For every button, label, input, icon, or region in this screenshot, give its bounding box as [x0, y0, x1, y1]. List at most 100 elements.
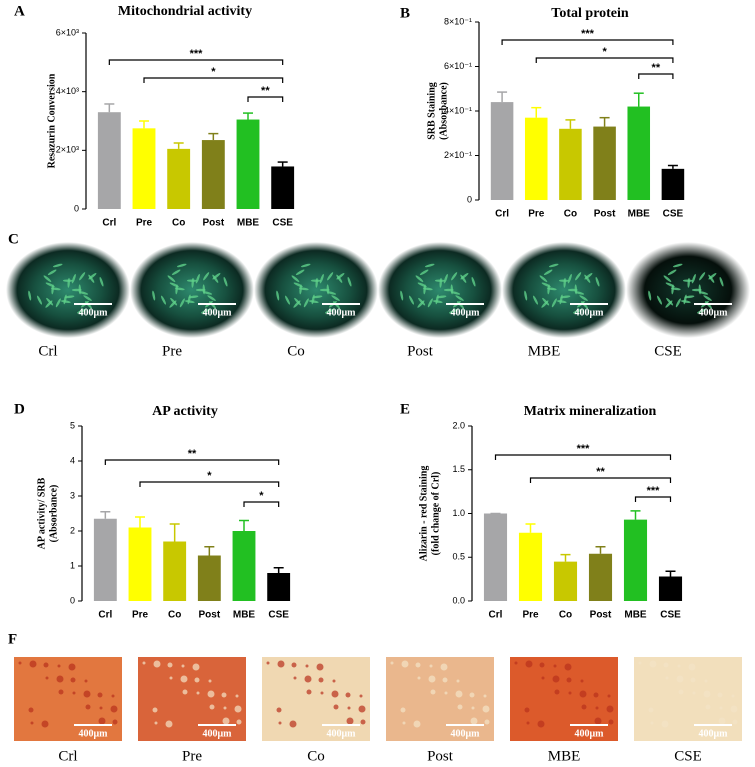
cell [572, 308, 583, 314]
stain-spot [360, 719, 366, 725]
stain-spot [276, 707, 282, 713]
scale-label: 400μm [451, 307, 481, 318]
cell [427, 298, 433, 308]
stain-spot [732, 719, 738, 725]
significance-label: ** [596, 466, 605, 478]
stain-spot [415, 662, 421, 668]
cell [415, 275, 424, 283]
cell [324, 308, 335, 314]
cell [37, 295, 43, 305]
stain-spot [333, 704, 339, 710]
stain-spot [152, 707, 158, 713]
cell [62, 279, 73, 282]
y-tick-label: 0 [74, 203, 79, 213]
stain-spot [593, 692, 599, 698]
bar [658, 576, 683, 601]
stain-spot [718, 717, 726, 725]
cell [202, 284, 206, 295]
bar [593, 126, 616, 200]
bar [588, 553, 613, 601]
x-tick-label: Crl [102, 218, 116, 229]
y-tick-label: 1 [70, 560, 75, 570]
cell [657, 295, 663, 305]
stain-spot [676, 675, 684, 683]
stain-spot [332, 679, 336, 683]
cell [684, 295, 695, 299]
cell [308, 300, 319, 304]
micrograph [626, 242, 750, 338]
cell [336, 274, 343, 283]
stain-spot [564, 663, 572, 671]
stain-spot [112, 719, 118, 725]
cell [207, 295, 216, 301]
cell [303, 298, 309, 308]
stain-spot [444, 691, 448, 695]
cell [55, 298, 61, 308]
stain-spot [192, 663, 200, 671]
stain-spot [304, 675, 312, 683]
stain-spot [402, 721, 406, 725]
x-tick-label: MBE [624, 610, 647, 621]
cell [319, 273, 324, 284]
cell [558, 279, 569, 282]
cell [551, 298, 557, 308]
stain-spot [289, 720, 297, 728]
image-caption: Pre [182, 748, 202, 764]
stain-spot [97, 692, 103, 698]
stain-spot [581, 704, 587, 710]
stain-spot [400, 707, 406, 713]
bar [232, 531, 256, 601]
stain-spot [537, 720, 545, 728]
significance-bracket [638, 73, 674, 79]
cell [336, 273, 345, 280]
cell [43, 275, 52, 283]
cell [299, 284, 302, 295]
stain-spot [580, 679, 584, 683]
stain-spot [99, 706, 103, 710]
micrograph [138, 657, 246, 741]
stain-spot [594, 717, 602, 725]
cell [682, 279, 693, 282]
cell [300, 263, 311, 268]
cell [188, 295, 199, 299]
y-axis-title: (Absorbance) [48, 485, 59, 543]
cell [432, 300, 443, 304]
x-tick-label: Pre [528, 209, 545, 220]
stain-spot [525, 660, 533, 668]
stain-spot [401, 660, 409, 668]
panel-letter: D [14, 401, 25, 417]
cell [326, 284, 330, 295]
stain-spot [346, 717, 354, 725]
bar [559, 128, 582, 200]
stain-spot [703, 690, 711, 698]
x-tick-label: MBE [237, 218, 260, 229]
micrograph [254, 242, 378, 338]
significance-label: *** [190, 48, 204, 60]
micrograph [262, 657, 370, 741]
x-tick-label: Post [594, 209, 616, 220]
significance-bracket [529, 477, 672, 483]
cell [212, 273, 221, 280]
stain-spot [235, 694, 239, 698]
stain-spot [83, 690, 91, 698]
stain-spot [455, 690, 463, 698]
y-axis-title: AP activity/ SRB [36, 477, 47, 549]
y-tick-label: 5 [70, 420, 75, 430]
stain-spot [305, 664, 309, 668]
stain-spot [678, 689, 684, 695]
micrograph [502, 242, 626, 338]
stain-spot [566, 677, 572, 683]
stain-spot [539, 662, 545, 668]
stain-spot [688, 663, 696, 671]
cell [152, 290, 156, 301]
stain-spot [278, 721, 282, 725]
stain-spot [85, 704, 91, 710]
micrograph [130, 242, 254, 338]
cell [46, 297, 54, 306]
cell [418, 297, 426, 306]
stain-spot [209, 704, 215, 710]
significance-bracket [535, 57, 674, 63]
cell [276, 290, 280, 301]
stain-spot [222, 717, 230, 725]
stain-spot [650, 721, 654, 725]
